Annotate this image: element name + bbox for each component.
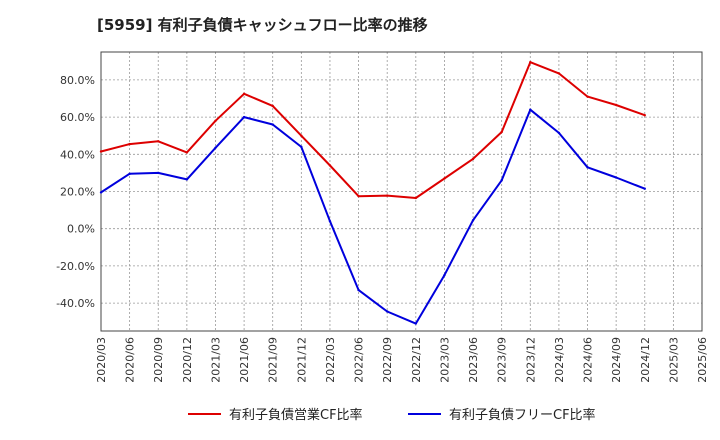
series-line-2 — [100, 108, 646, 325]
data-point — [443, 177, 446, 180]
data-point — [385, 310, 389, 313]
x-tick-label: 2024/12 — [639, 337, 652, 383]
data-point — [328, 164, 332, 167]
data-point — [242, 115, 246, 119]
data-point — [557, 72, 561, 75]
x-tick-label: 2020/12 — [181, 337, 194, 383]
data-point — [357, 288, 360, 292]
legend: 有利子負債営業CF比率 有利子負債フリーCF比率 — [188, 407, 596, 423]
data-point — [557, 131, 561, 135]
data-point — [414, 322, 418, 325]
chart-title: [5959] 有利子負債キャッシュフロー比率の推移 — [97, 16, 428, 34]
data-point — [271, 123, 274, 126]
x-tick-label: 2023/06 — [467, 337, 480, 383]
data-point — [357, 194, 360, 198]
legend-label: 有利子負債フリーCF比率 — [449, 407, 596, 423]
data-point — [443, 274, 446, 277]
y-tick-label: 0.0% — [67, 223, 95, 236]
data-point — [157, 140, 160, 143]
x-axis-ticks: 2020/03 2020/06 2020/09 2020/12 2021/03 2021/… — [95, 337, 709, 383]
data-point — [271, 104, 274, 108]
data-point — [300, 145, 303, 149]
data-point — [385, 194, 389, 197]
data-point — [328, 220, 332, 223]
data-point — [529, 61, 532, 64]
x-tick-label: 2020/09 — [152, 337, 165, 383]
y-tick-label: 40.0% — [60, 148, 95, 161]
x-tick-label: 2025/06 — [696, 337, 709, 383]
x-tick-label: 2020/06 — [124, 337, 137, 383]
y-tick-label: 80.0% — [60, 74, 95, 87]
data-point — [99, 150, 103, 153]
data-point — [185, 178, 189, 181]
data-point — [128, 172, 131, 176]
data-point — [643, 187, 646, 190]
x-tick-label: 2020/03 — [95, 337, 108, 383]
x-tick-label: 2022/09 — [381, 337, 394, 383]
data-point — [643, 114, 646, 117]
x-tick-label: 2022/03 — [324, 337, 337, 383]
y-axis-ticks: 80.0% 60.0% 40.0% 20.0% 0.0% -20.0% -40.0% — [56, 74, 95, 310]
x-tick-label: 2023/03 — [438, 337, 451, 383]
data-point — [99, 191, 103, 194]
x-tick-label: 2024/09 — [610, 337, 623, 383]
data-point — [214, 119, 217, 123]
data-point — [185, 151, 189, 154]
x-tick-label: 2021/03 — [209, 337, 222, 383]
x-tick-label: 2022/12 — [410, 337, 423, 383]
series-lines — [99, 61, 646, 325]
x-tick-label: 2023/09 — [496, 337, 509, 383]
data-point — [242, 92, 246, 96]
data-point — [529, 108, 532, 111]
data-point — [500, 130, 503, 134]
x-tick-label: 2022/06 — [353, 337, 366, 383]
x-tick-label: 2021/09 — [267, 337, 280, 383]
y-tick-label: 20.0% — [60, 186, 95, 199]
data-point — [300, 134, 303, 137]
data-point — [414, 196, 418, 200]
data-point — [500, 179, 503, 182]
data-point — [471, 157, 475, 161]
x-tick-label: 2024/03 — [553, 337, 566, 383]
x-tick-label: 2023/12 — [524, 337, 537, 383]
x-tick-label: 2024/06 — [582, 337, 595, 383]
data-point — [586, 95, 589, 98]
y-tick-label: -20.0% — [56, 260, 95, 273]
y-tick-label: -40.0% — [56, 297, 95, 310]
data-point — [157, 171, 160, 175]
data-point — [586, 166, 589, 169]
data-point — [614, 176, 618, 179]
x-tick-label: 2025/03 — [667, 337, 680, 383]
data-point — [471, 219, 475, 222]
series-line-1 — [100, 61, 646, 199]
grid-lines — [101, 52, 702, 331]
x-tick-label: 2021/12 — [295, 337, 308, 383]
x-tick-label: 2021/06 — [238, 337, 251, 383]
y-tick-label: 60.0% — [60, 111, 95, 124]
legend-label: 有利子負債営業CF比率 — [229, 407, 363, 423]
data-point — [614, 103, 618, 107]
data-point — [128, 142, 131, 146]
data-point — [214, 146, 217, 149]
